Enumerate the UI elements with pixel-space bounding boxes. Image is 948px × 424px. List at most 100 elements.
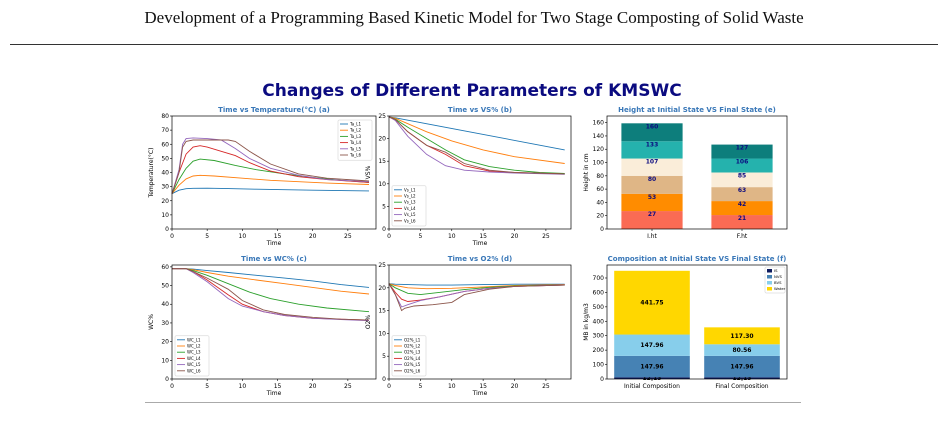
y-tick-label: 15 xyxy=(378,158,386,165)
legend-label: NVS xyxy=(774,274,782,279)
figure-title: Changes of Different Parameters of KMSWC xyxy=(262,81,681,101)
series-line xyxy=(388,283,565,302)
series-line xyxy=(388,116,565,151)
legend-label: O2%_L4 xyxy=(404,356,421,361)
legend-label: WC_L5 xyxy=(187,362,201,367)
bar-segment xyxy=(614,355,690,378)
legend-label: Ta_L5 xyxy=(349,146,361,151)
bar-data-label: 21 xyxy=(738,215,746,222)
legend-label: Vs_L6 xyxy=(404,218,416,223)
y-tick-label: 120 xyxy=(593,146,605,153)
legend-label: Vs_L4 xyxy=(404,206,416,211)
bar-data-label: 12.13 xyxy=(643,375,662,382)
y-tick-label: 200 xyxy=(593,347,605,354)
plot-frame xyxy=(171,115,377,230)
bar-segment xyxy=(704,377,780,379)
panel-d: Time vs O2% (d) O2% Time 0 5 10 15 20 25 0 5 10 15 20… xyxy=(365,255,572,397)
plot-frame xyxy=(388,115,572,230)
legend-label: O2%_L5 xyxy=(404,362,421,367)
y-axis-label: Temperature(°C) xyxy=(148,148,155,199)
bar-data-label: 160 xyxy=(646,123,659,130)
y-tick-label: 400 xyxy=(593,318,605,325)
bar-segment xyxy=(621,211,683,229)
category-label: I.ht xyxy=(647,233,657,240)
y-tick-label: 20 xyxy=(161,339,169,346)
bar-data-label: 63 xyxy=(738,187,746,194)
y-tick-label: 100 xyxy=(593,160,605,167)
series-line xyxy=(171,187,370,195)
legend-label: Vs_L1 xyxy=(404,187,416,192)
legend-label: Vs_L3 xyxy=(404,200,416,205)
legend-label: Ta_L2 xyxy=(349,128,361,133)
y-tick-label: 300 xyxy=(593,333,605,340)
series-line xyxy=(388,116,565,175)
y-tick-label: 5 xyxy=(382,203,386,210)
legend-label: Vs_L2 xyxy=(404,194,416,199)
y-tick-label: 0 xyxy=(165,376,169,383)
bar-data-label: 441.75 xyxy=(640,300,663,307)
x-tick-label: 5 xyxy=(418,233,422,240)
x-tick-label: 0 xyxy=(170,233,174,240)
y-tick-label: 30 xyxy=(161,320,169,327)
bar-segment xyxy=(711,201,773,216)
y-axis-label: VS% xyxy=(365,165,372,179)
bar-data-label: 80 xyxy=(648,176,656,183)
series-line xyxy=(388,283,565,286)
category-label: Initial Composition xyxy=(624,383,680,390)
panel-e: Height at Initial State VS Final State (… xyxy=(583,106,788,240)
legend-label: WC_L6 xyxy=(187,368,201,373)
legend-label: O2%_L2 xyxy=(404,344,421,349)
panel-title: Height at Initial State VS Final State (… xyxy=(618,106,776,114)
series-line xyxy=(388,283,565,312)
x-tick-label: 25 xyxy=(542,383,550,390)
legend-label: Ta_L6 xyxy=(349,153,361,158)
y-tick-label: 0 xyxy=(600,226,604,233)
x-tick-label: 5 xyxy=(205,233,209,240)
x-tick-label: 20 xyxy=(511,383,519,390)
legend-label: Vs_L5 xyxy=(404,212,416,217)
x-tick-label: 20 xyxy=(309,383,317,390)
y-tick-label: 0 xyxy=(382,376,386,383)
y-tick-label: 10 xyxy=(378,181,386,188)
panel-a: Time vs Temperature(°C) (a) Temperature(°… xyxy=(148,106,377,247)
series-line xyxy=(388,116,565,175)
legend-label: BVS xyxy=(774,280,782,285)
y-tick-label: 15 xyxy=(378,308,386,315)
x-axis-label: Time xyxy=(472,390,488,397)
bar-segment xyxy=(621,141,683,159)
x-tick-label: 25 xyxy=(542,233,550,240)
bar-data-label: 12.13 xyxy=(733,375,752,382)
series-line xyxy=(388,116,565,174)
legend-swatch xyxy=(767,281,772,285)
series-line xyxy=(388,116,565,175)
category-label: Final Composition xyxy=(715,383,768,390)
panel-title: Time vs Temperature(°C) (a) xyxy=(218,106,330,114)
bar-data-label: 27 xyxy=(648,211,656,218)
y-tick-label: 20 xyxy=(378,285,386,292)
legend-label: Ta_L1 xyxy=(349,122,361,127)
y-axis-label: WC% xyxy=(148,314,155,330)
x-tick-label: 25 xyxy=(344,233,352,240)
y-tick-label: 500 xyxy=(593,304,605,311)
legend-label: WC_L2 xyxy=(187,344,201,349)
bar-data-label: 147.96 xyxy=(730,364,753,371)
x-tick-label: 15 xyxy=(274,383,282,390)
x-tick-label: 15 xyxy=(479,233,487,240)
bar-data-label: 106 xyxy=(736,159,749,166)
y-tick-label: 10 xyxy=(378,330,386,337)
x-axis-label: Time xyxy=(472,240,488,247)
bar-segment xyxy=(621,158,683,176)
x-axis-label: Time xyxy=(266,390,282,397)
x-tick-label: 20 xyxy=(511,233,519,240)
legend-swatch xyxy=(767,287,772,291)
legend-label: Ta_L3 xyxy=(349,134,361,139)
y-tick-label: 140 xyxy=(593,133,605,140)
x-tick-label: 10 xyxy=(448,383,456,390)
y-tick-label: 20 xyxy=(161,198,169,205)
series-line xyxy=(172,268,370,322)
series-line xyxy=(171,139,370,194)
bar-data-label: 147.96 xyxy=(640,342,663,349)
y-tick-label: 10 xyxy=(161,357,169,364)
bar-segment xyxy=(711,187,773,202)
bar-segment xyxy=(711,144,773,159)
